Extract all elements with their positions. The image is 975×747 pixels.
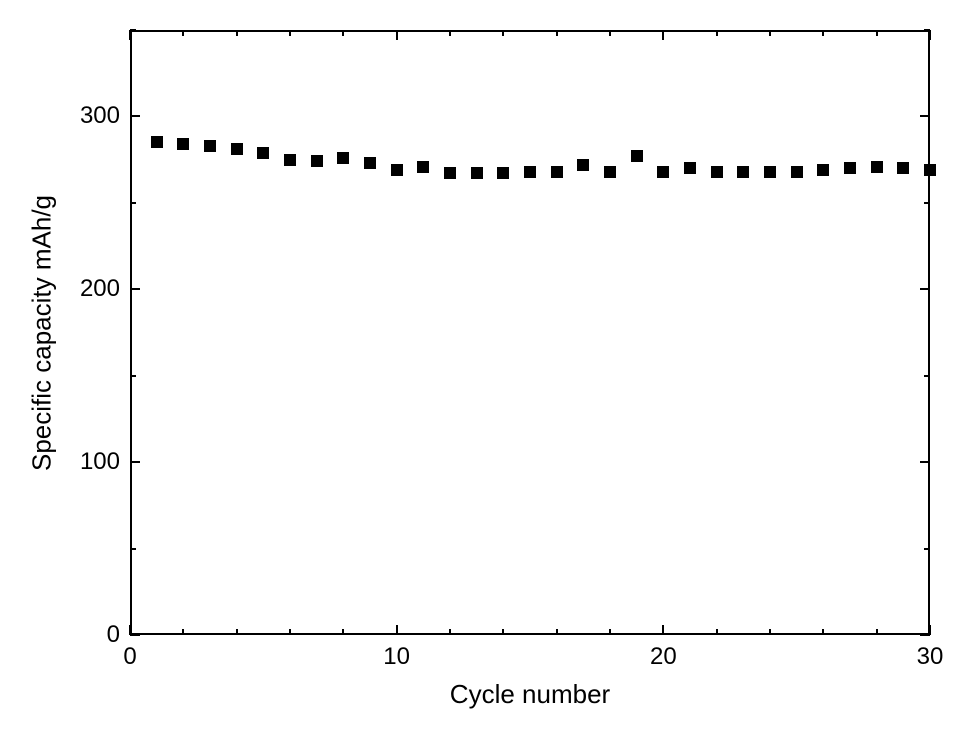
data-point <box>391 164 403 176</box>
y-tick-major <box>920 288 930 290</box>
data-point <box>844 162 856 174</box>
x-tick-label: 10 <box>383 643 410 671</box>
x-tick-minor <box>716 629 718 635</box>
data-point <box>711 166 723 178</box>
data-point <box>764 166 776 178</box>
x-tick-minor <box>769 629 771 635</box>
x-tick-minor <box>289 30 291 36</box>
y-tick-major <box>130 288 140 290</box>
data-point <box>817 164 829 176</box>
data-point <box>177 138 189 150</box>
x-tick-major <box>662 30 664 40</box>
x-tick-minor <box>449 30 451 36</box>
x-tick-major <box>129 30 131 40</box>
plot-area <box>130 30 930 635</box>
x-tick-minor <box>822 30 824 36</box>
x-tick-minor <box>502 30 504 36</box>
data-point <box>204 140 216 152</box>
data-point <box>737 166 749 178</box>
data-point <box>631 150 643 162</box>
data-point <box>231 143 243 155</box>
y-tick-label: 200 <box>80 275 120 303</box>
y-tick-minor <box>924 29 930 31</box>
x-tick-minor <box>342 30 344 36</box>
y-axis-label: Specific capacity mAh/g <box>27 194 58 470</box>
data-point <box>791 166 803 178</box>
data-point <box>151 136 163 148</box>
data-point <box>924 164 936 176</box>
x-tick-minor <box>449 629 451 635</box>
x-tick-minor <box>822 629 824 635</box>
y-tick-minor <box>130 202 136 204</box>
y-tick-label: 300 <box>80 102 120 130</box>
x-tick-minor <box>182 629 184 635</box>
x-tick-label: 30 <box>917 643 944 671</box>
data-point <box>337 152 349 164</box>
x-axis-label: Cycle number <box>450 679 610 710</box>
data-point <box>604 166 616 178</box>
data-point <box>417 161 429 173</box>
x-tick-minor <box>342 629 344 635</box>
data-point <box>364 157 376 169</box>
data-point <box>311 155 323 167</box>
data-point <box>684 162 696 174</box>
x-tick-major <box>396 30 398 40</box>
x-tick-minor <box>609 629 611 635</box>
x-tick-minor <box>716 30 718 36</box>
data-point <box>657 166 669 178</box>
x-tick-minor <box>289 629 291 635</box>
y-tick-major <box>920 634 930 636</box>
capacity-cycle-chart: Cycle number Specific capacity mAh/g 0 10… <box>0 0 975 747</box>
x-tick-major <box>396 625 398 635</box>
data-point <box>871 161 883 173</box>
x-tick-minor <box>769 30 771 36</box>
data-point <box>257 147 269 159</box>
y-tick-minor <box>130 375 136 377</box>
data-point <box>284 154 296 166</box>
y-tick-major <box>130 115 140 117</box>
x-tick-label: 0 <box>123 643 136 671</box>
y-tick-minor <box>130 29 136 31</box>
data-point <box>471 167 483 179</box>
y-tick-minor <box>924 548 930 550</box>
x-tick-minor <box>609 30 611 36</box>
y-tick-major <box>920 461 930 463</box>
data-point <box>897 162 909 174</box>
y-tick-label: 0 <box>107 621 120 649</box>
data-point <box>577 159 589 171</box>
y-tick-major <box>130 634 140 636</box>
x-tick-minor <box>236 629 238 635</box>
data-point <box>524 166 536 178</box>
y-tick-minor <box>924 202 930 204</box>
x-tick-minor <box>502 629 504 635</box>
x-tick-minor <box>876 629 878 635</box>
x-tick-minor <box>556 30 558 36</box>
x-tick-minor <box>876 30 878 36</box>
y-tick-minor <box>924 375 930 377</box>
x-tick-major <box>929 30 931 40</box>
x-tick-label: 20 <box>650 643 677 671</box>
x-tick-minor <box>556 629 558 635</box>
data-point <box>444 167 456 179</box>
x-tick-major <box>662 625 664 635</box>
data-point <box>497 167 509 179</box>
x-tick-minor <box>236 30 238 36</box>
y-tick-label: 100 <box>80 448 120 476</box>
x-tick-minor <box>182 30 184 36</box>
data-point <box>551 166 563 178</box>
y-tick-minor <box>130 548 136 550</box>
y-tick-major <box>130 461 140 463</box>
y-tick-major <box>920 115 930 117</box>
